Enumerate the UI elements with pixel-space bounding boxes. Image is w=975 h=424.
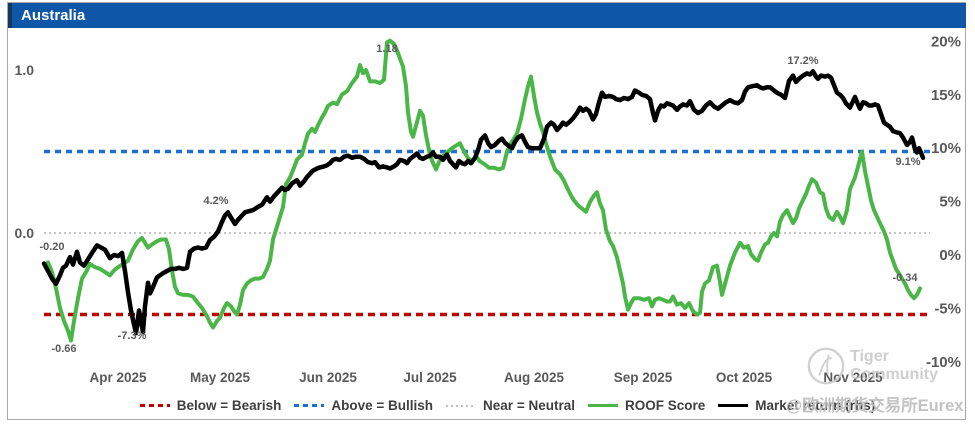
data-annotation: 9.1% <box>895 156 920 168</box>
data-annotation: -0.66 <box>51 343 76 355</box>
x-axis-label: Jul 2025 <box>403 370 457 385</box>
legend-item-bullish: Above = Bullish <box>294 398 433 413</box>
legend-label: ROOF Score <box>624 398 706 413</box>
blue-dash-swatch <box>294 404 325 407</box>
market-return-line <box>41 69 926 336</box>
black-line-swatch <box>718 404 749 407</box>
data-annotation: 17.2% <box>787 55 818 67</box>
legend-label: Above = Bullish <box>331 398 434 413</box>
x-axis-label: Aug 2025 <box>504 370 565 385</box>
data-annotation: 1.18 <box>376 43 397 55</box>
x-axis-label: May 2025 <box>190 370 251 385</box>
left-axis-tick: 1.0 <box>15 62 35 78</box>
left-axis-tick: 0.0 <box>15 225 35 241</box>
right-axis-tick: 15% <box>931 87 961 104</box>
x-axis-label: Sep 2025 <box>614 370 673 385</box>
right-axis-tick: -10% <box>926 354 961 371</box>
legend-item-market-return: Market return (rhs) <box>718 398 875 413</box>
right-axis-tick: 5% <box>939 194 961 211</box>
x-axis-label: Apr 2025 <box>89 370 147 385</box>
data-annotation: 4.2% <box>203 195 228 207</box>
chart-title-bar: Australia <box>8 3 966 28</box>
legend-label: Near = Neutral <box>483 398 575 413</box>
chart-title: Australia <box>21 7 86 24</box>
x-axis-label: Oct 2025 <box>716 370 773 385</box>
legend-item-roof-score: ROOF Score <box>587 398 706 413</box>
red-dash-swatch <box>139 404 170 407</box>
roof-score-line <box>46 38 922 343</box>
legend-item-bearish: Below = Bearish <box>139 398 282 413</box>
right-axis-tick: -5% <box>934 300 961 317</box>
right-axis-tick: 10% <box>931 140 961 157</box>
legend: Below = Bearish Above = Bullish Near = N… <box>0 398 975 413</box>
data-annotation: -0.20 <box>39 241 64 253</box>
legend-label: Below = Bearish <box>176 398 282 413</box>
data-annotation: -7.3% <box>118 330 147 342</box>
x-axis-label: Jun 2025 <box>299 370 357 385</box>
x-axis-label: Nov 2025 <box>823 370 883 385</box>
right-axis-tick: 0% <box>939 247 961 264</box>
green-line-swatch <box>587 404 618 407</box>
legend-label: Market return (rhs) <box>755 398 876 413</box>
right-axis-tick: 20% <box>931 33 961 50</box>
legend-item-neutral: Near = Neutral <box>446 398 575 413</box>
data-annotation: -0.34 <box>892 272 918 284</box>
gray-dot-swatch <box>446 404 477 407</box>
